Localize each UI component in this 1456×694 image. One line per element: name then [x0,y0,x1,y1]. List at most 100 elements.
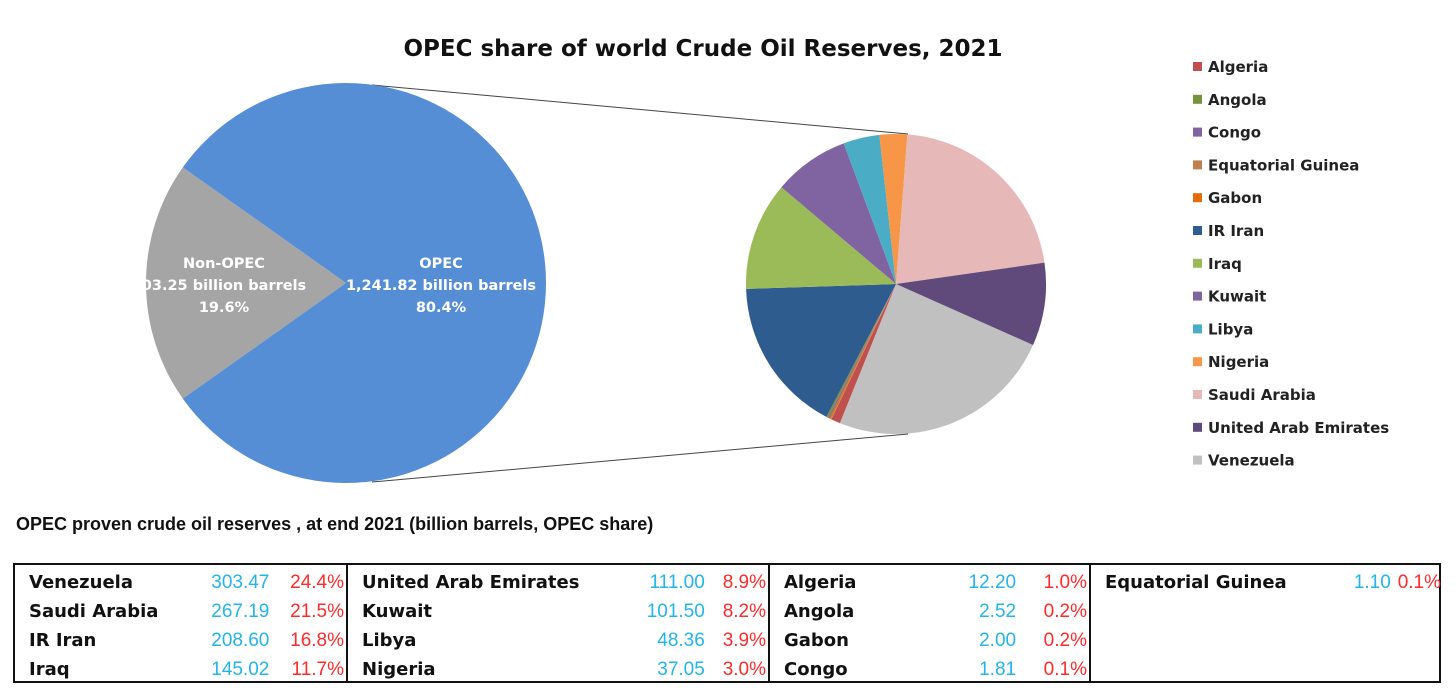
opec-share: 11.7% [291,658,344,680]
table-row: Iraq 145.02 11.7% [15,655,346,684]
legend-swatch-united-arab-emirates [1193,422,1202,432]
legend-swatch-algeria [1193,62,1202,71]
reserve-value: 2.00 [979,629,1017,651]
opec-share: 0.1% [1043,658,1087,680]
table-row: Libya 48.36 3.9% [348,626,768,655]
opec-share: 8.9% [722,571,766,593]
pie-slice-ir-iran [746,284,896,417]
country-name: Equatorial Guinea [1105,572,1287,593]
country-name: Iraq [29,659,70,680]
legend-swatch-congo [1193,127,1202,137]
pie-slice-libya [843,134,896,284]
connector-line-bottom [371,433,909,483]
pie-slice-nigeria [879,133,908,284]
pie-slice-angola [826,284,896,418]
reserve-value: 1.81 [979,658,1017,680]
legend-swatch-nigeria [1193,357,1202,367]
table-column: United Arab Emirates 111.00 8.9% Kuwait 101.… [346,565,768,681]
opec-share: 0.2% [1043,629,1087,651]
opec-share: 21.5% [290,600,344,622]
table-row: United Arab Emirates 111.00 8.9% [348,568,768,597]
table-column: Venezuela 303.47 24.4% Saudi Arabia 267.19 21… [15,565,346,681]
legend-swatch-libya [1193,324,1202,334]
reserve-value: 267.19 [211,600,270,622]
legend-label-nigeria: Nigeria [1208,353,1269,371]
country-name: Algeria [784,572,857,593]
pie-slice-congo [828,284,896,419]
pie-slice-non-opec [146,167,346,399]
legend-label-libya: Libya [1208,320,1253,338]
legend-label-saudi-arabia: Saudi Arabia [1208,386,1316,404]
legend-label-venezuela: Venezuela [1208,452,1295,470]
table-row: Congo 1.81 0.1% [770,655,1089,684]
country-name: Nigeria [362,659,436,680]
pie-slice-united-arab-emirates [896,262,1046,346]
legend-label-equatorial-guinea: Equatorial Guinea [1208,156,1359,174]
table-row: Kuwait 101.50 8.2% [348,597,768,626]
legend-swatch-angola [1193,94,1202,104]
legend-swatch-kuwait [1193,291,1202,301]
legend-label-algeria: Algeria [1208,58,1268,76]
opec-chart: OPEC share of world Crude Oil Reserves, … [142,36,1390,483]
opec-share: 3.0% [722,658,766,680]
opec-share: 24.4% [290,571,344,593]
opec-share: 16.8% [290,629,344,651]
reserve-value: 303.47 [211,571,270,593]
country-name: Angola [784,601,855,622]
opec-share: 3.9% [722,629,766,651]
country-name: Gabon [784,630,849,651]
table-row: IR Iran 208.60 16.8% [15,626,346,655]
table-row: Equatorial Guinea 1.10 0.1% [1091,568,1443,597]
legend-swatch-venezuela [1193,455,1202,465]
reserve-value: 101.50 [646,600,705,622]
legend: Algeria Angola Congo Equatorial Guinea Gabon… [1193,58,1389,470]
table-title: OPEC proven crude oil reserves , at end … [16,514,654,534]
pie-slice-algeria [831,284,896,424]
pie-slice-equatorial-guinea [830,284,896,420]
reserve-value: 48.36 [657,629,705,651]
legend-label-iraq: Iraq [1208,255,1242,273]
connector-lines [371,84,909,483]
table-row: Algeria 12.20 1.0% [770,568,1089,597]
legend-swatch-gabon [1193,193,1202,203]
big-pie-labels: Non-OPEC 03.25 billion barrels 19.6% OPEC 1,… [142,256,536,316]
country-name: United Arab Emirates [362,572,580,593]
reserve-value: 145.02 [211,658,270,680]
reserves-table: Venezuela 303.47 24.4% Saudi Arabia 267.19 21… [13,563,1441,683]
legend-swatch-ir-iran [1193,226,1202,235]
reserve-value: 12.20 [968,571,1017,593]
legend-label-angola: Angola [1208,91,1267,109]
legend-swatch-equatorial-guinea [1193,160,1202,170]
country-name: Congo [784,659,848,680]
table-column: Equatorial Guinea 1.10 0.1% [1089,565,1443,681]
legend-label-kuwait: Kuwait [1208,288,1266,306]
opec-share: 0.1% [1397,571,1441,593]
pie-slice-gabon [829,284,896,420]
opec-members-pie [746,133,1046,434]
table-row: Nigeria 37.05 3.0% [348,655,768,684]
pie-slice-kuwait [781,143,896,284]
table-row: Venezuela 303.47 24.4% [15,568,346,597]
legend-label-gabon: Gabon [1208,189,1262,207]
opec-vs-nonopec-pie [146,82,547,483]
reserve-value: 37.05 [657,658,705,680]
table-column: Algeria 12.20 1.0% Angola 2.52 0.2% Gabon 2.00 0… [768,565,1089,681]
pie-slice-saudi-arabia [896,134,1045,284]
non-opec-label: Non-OPEC 03.25 billion barrels 19.6% [142,256,306,316]
country-name: Venezuela [29,572,133,593]
opec-share: 8.2% [722,600,766,622]
table-row: Saudi Arabia 267.19 21.5% [15,597,346,626]
legend-label-congo: Congo [1208,124,1261,142]
legend-swatch-saudi-arabia [1193,390,1202,399]
pie-slice-venezuela [839,284,1034,434]
pie-slice-opec [182,82,547,483]
connector-line-top [371,84,909,135]
pie-slice-iraq [746,187,896,289]
reserve-value: 111.00 [649,571,705,593]
table-row: Angola 2.52 0.2% [770,597,1089,626]
opec-label: OPEC 1,241.82 billion barrels 80.4% [346,256,536,316]
country-name: Libya [362,630,417,651]
opec-share: 0.2% [1043,600,1087,622]
reserve-value: 208.60 [211,629,270,651]
chart-title: OPEC share of world Crude Oil Reserves, … [403,36,1002,62]
